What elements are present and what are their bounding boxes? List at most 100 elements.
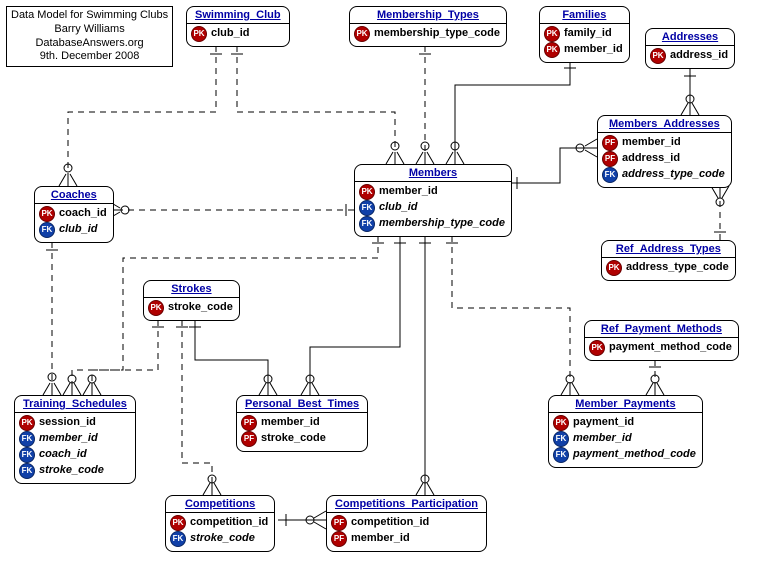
entity-title: Personal_Best_Times: [237, 396, 367, 412]
attr-row: PKstroke_code: [148, 300, 233, 316]
entity-ref_address_types: Ref_Address_Types PK address_type_code: [601, 240, 736, 281]
entity-attrs: PK competition_id FK stroke_code: [166, 513, 274, 551]
fk-icon: FK: [39, 222, 55, 238]
attr-name: member_id: [564, 42, 623, 57]
info-line1: Data Model for Swimming Clubs: [11, 9, 168, 23]
fk-icon: FK: [359, 216, 375, 232]
attr-row: PKfamily_id: [544, 26, 623, 42]
pk-icon: PK: [170, 515, 186, 531]
entity-coaches: CoachesPKcoach_idFKclub_id: [34, 186, 114, 243]
attr-row: PKclub_id: [191, 26, 283, 42]
entity-strokes: Strokes PKstroke_code: [143, 280, 240, 321]
entity-families: Families PKfamily_idPK member_id: [539, 6, 630, 63]
entity-personal_best_times: Personal_Best_Times PFmember_idPF stroke_c…: [236, 395, 368, 452]
pf-icon: PF: [602, 151, 618, 167]
entity-attrs: PK address_id: [646, 46, 734, 68]
diagram-info-box: Data Model for Swimming Clubs Barry Will…: [6, 6, 173, 67]
entity-title: Addresses: [646, 29, 734, 45]
entity-title: Membership_Types: [350, 7, 506, 23]
entity-title: Members: [355, 165, 511, 181]
attr-row: FK club_id: [39, 222, 107, 238]
entity-title: Ref_Payment_Methods: [585, 321, 738, 337]
attr-name: competition_id: [351, 515, 429, 530]
attr-row: FK coach_id: [19, 447, 129, 463]
attr-row: PK session_id: [19, 415, 129, 431]
pf-icon: PF: [241, 431, 257, 447]
attr-row: PFmember_id: [331, 531, 480, 547]
attr-name: stroke_code: [190, 531, 255, 546]
attr-row: PFmember_id: [241, 415, 361, 431]
entity-title: Competitions_Participation: [327, 496, 486, 512]
attr-name: club_id: [379, 200, 418, 215]
attr-row: FKstroke_code: [19, 463, 129, 479]
erd-connectors: [0, 0, 759, 573]
pk-icon: PK: [553, 415, 569, 431]
fk-icon: FK: [19, 463, 35, 479]
attr-row: PFmember_id: [602, 135, 725, 151]
attr-name: address_type_code: [626, 260, 729, 275]
fk-icon: FK: [19, 447, 35, 463]
pf-icon: PF: [331, 515, 347, 531]
fk-icon: FK: [19, 431, 35, 447]
entity-attrs: PKpayment_idFKmember_idFKpayment_method_…: [549, 413, 702, 467]
fk-icon: FK: [553, 447, 569, 463]
entity-attrs: PKclub_id: [187, 24, 289, 46]
attr-name: address_id: [622, 151, 680, 166]
entity-title: Ref_Address_Types: [602, 241, 735, 257]
entity-title: Swimming_Club: [187, 7, 289, 23]
attr-name: member_id: [39, 431, 98, 446]
entity-title: Families: [540, 7, 629, 23]
pf-icon: PF: [331, 531, 347, 547]
attr-row: FKpayment_method_code: [553, 447, 696, 463]
attr-name: stroke_code: [261, 431, 326, 446]
attr-row: FKaddress_type_code: [602, 167, 725, 183]
attr-row: PF competition_id: [331, 515, 480, 531]
entity-attrs: PKpayment_method_code: [585, 338, 738, 360]
entity-title: Training_Schedules: [15, 396, 135, 412]
pk-icon: PK: [544, 42, 560, 58]
attr-name: member_id: [573, 431, 632, 446]
attr-name: membership_type_code: [379, 216, 505, 231]
attr-row: PK address_id: [650, 48, 728, 64]
attr-row: FKmember_id: [553, 431, 696, 447]
entity-member_payments: Member_PaymentsPKpayment_idFKmember_idFK…: [548, 395, 703, 468]
pf-icon: PF: [602, 135, 618, 151]
entity-attrs: PKstroke_code: [144, 298, 239, 320]
pk-icon: PK: [39, 206, 55, 222]
attr-name: competition_id: [190, 515, 268, 530]
attr-name: family_id: [564, 26, 612, 41]
entity-title: Members_Addresses: [598, 116, 731, 132]
entity-attrs: PFmember_idPF stroke_code: [237, 413, 367, 451]
attr-row: FK stroke_code: [170, 531, 268, 547]
entity-members: MembersPKmember_idFKclub_idFKmembership_…: [354, 164, 512, 237]
attr-row: FK membership_type_code: [359, 216, 505, 232]
pk-icon: PK: [606, 260, 622, 276]
entity-ref_payment_methods: Ref_Payment_MethodsPKpayment_method_code: [584, 320, 739, 361]
entity-membership_types: Membership_TypesPKmembership_type_code: [349, 6, 507, 47]
attr-row: FKclub_id: [359, 200, 505, 216]
entity-title: Strokes: [144, 281, 239, 297]
attr-name: club_id: [211, 26, 250, 41]
pk-icon: PK: [359, 184, 375, 200]
pk-icon: PK: [19, 415, 35, 431]
entity-attrs: PFmember_idPF address_idFKaddress_type_co…: [598, 133, 731, 187]
attr-row: PK member_id: [544, 42, 623, 58]
entity-attrs: PF competition_idPFmember_id: [327, 513, 486, 551]
attr-name: coach_id: [39, 447, 87, 462]
fk-icon: FK: [170, 531, 186, 547]
attr-name: address_id: [670, 48, 728, 63]
attr-name: coach_id: [59, 206, 107, 221]
attr-name: session_id: [39, 415, 96, 430]
attr-name: payment_id: [573, 415, 634, 430]
attr-name: payment_method_code: [609, 340, 732, 355]
attr-row: PK coach_id: [39, 206, 107, 222]
attr-row: PF address_id: [602, 151, 725, 167]
entity-attrs: PK address_type_code: [602, 258, 735, 280]
info-line4: 9th. December 2008: [11, 50, 168, 64]
entity-title: Member_Payments: [549, 396, 702, 412]
attr-row: PF stroke_code: [241, 431, 361, 447]
attr-name: club_id: [59, 222, 98, 237]
entity-swimming_club: Swimming_Club PKclub_id: [186, 6, 290, 47]
entity-competitions: CompetitionsPKcompetition_idFKstroke_cod…: [165, 495, 275, 552]
pk-icon: PK: [650, 48, 666, 64]
